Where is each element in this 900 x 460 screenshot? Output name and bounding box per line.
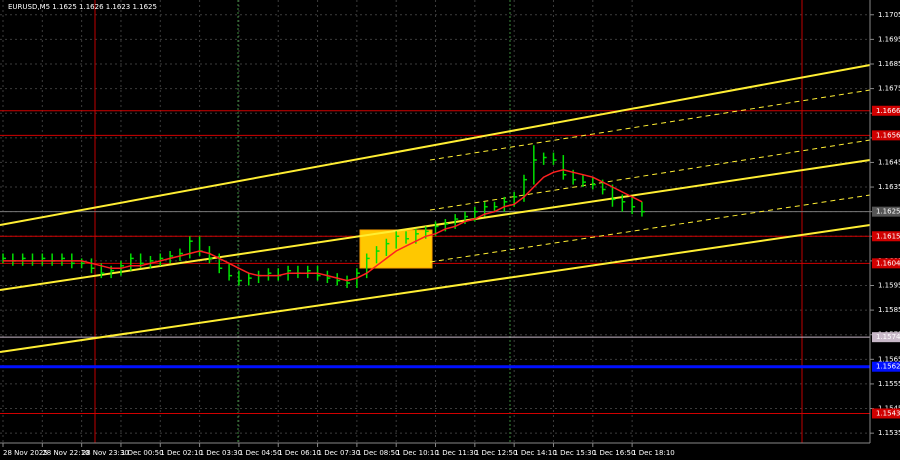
x-tick-label: 1 Dec 04:50 — [239, 449, 282, 457]
level-label: 1.1656 — [876, 131, 900, 139]
level-label: 1.1615 — [876, 232, 900, 240]
level-label-box — [872, 408, 900, 419]
x-tick-label: 1 Dec 06:10 — [278, 449, 321, 457]
last-price-label: 1.1625 — [876, 208, 900, 216]
level-label-box — [872, 105, 900, 116]
y-tick-label: 1.1675 — [878, 85, 900, 93]
x-tick-label: 1 Dec 16:50 — [593, 449, 636, 457]
level-label-box — [872, 332, 900, 343]
x-tick-label: 28 Nov 23:30 — [82, 449, 129, 457]
channel-dashed — [429, 194, 871, 263]
y-tick-label: 1.1555 — [878, 380, 900, 388]
y-tick-label: 1.1535 — [878, 429, 900, 437]
level-label-box — [872, 130, 900, 141]
level-label: 1.1604 — [876, 259, 900, 267]
level-label: 1.1666 — [876, 107, 900, 115]
level-label: 1.1562 — [876, 363, 900, 371]
y-tick-label: 1.1585 — [878, 306, 900, 314]
y-tick-label: 1.1595 — [878, 281, 900, 289]
channel-line — [0, 224, 871, 353]
moving-average — [3, 169, 643, 282]
x-tick-label: 1 Dec 00:50 — [121, 449, 164, 457]
y-tick-label: 1.1685 — [878, 60, 900, 68]
x-tick-label: 28 Nov 2025 — [3, 449, 48, 457]
level-label-box — [872, 361, 900, 372]
x-tick-label: 1 Dec 14:10 — [514, 449, 557, 457]
x-tick-label: 1 Dec 07:30 — [318, 449, 361, 457]
last-price-box — [872, 206, 900, 217]
x-tick-label: 28 Nov 22:10 — [42, 449, 89, 457]
y-tick-label: 1.1705 — [878, 11, 900, 19]
channel-line — [0, 64, 871, 226]
labels: 1.15351.15451.15551.15651.15751.15851.15… — [2, 11, 900, 457]
chart-title: EURUSD,M5 1.1625 1.1626 1.1623 1.1625 — [8, 3, 157, 11]
x-tick-label: 1 Dec 03:30 — [200, 449, 243, 457]
y-tick-label: 1.1695 — [878, 35, 900, 43]
level-label: 1.1574 — [876, 333, 900, 341]
level-label-box — [872, 231, 900, 242]
level-label-box — [872, 258, 900, 269]
x-tick-label: 1 Dec 10:10 — [396, 449, 439, 457]
bars — [2, 145, 645, 288]
y-tick-label: 1.1635 — [878, 183, 900, 191]
x-tick-label: 1 Dec 11:30 — [436, 449, 479, 457]
x-tick-label: 1 Dec 08:50 — [357, 449, 400, 457]
x-tick-label: 1 Dec 15:30 — [553, 449, 596, 457]
channel-dashed — [429, 139, 871, 211]
x-tick-label: 1 Dec 12:50 — [475, 449, 518, 457]
x-tick-label: 1 Dec 18:10 — [632, 449, 675, 457]
channel-dashed — [429, 89, 871, 161]
y-tick-label: 1.1565 — [878, 355, 900, 363]
x-tick-label: 1 Dec 02:10 — [160, 449, 203, 457]
level-label: 1.1543 — [876, 409, 900, 417]
y-tick-label: 1.1645 — [878, 158, 900, 166]
